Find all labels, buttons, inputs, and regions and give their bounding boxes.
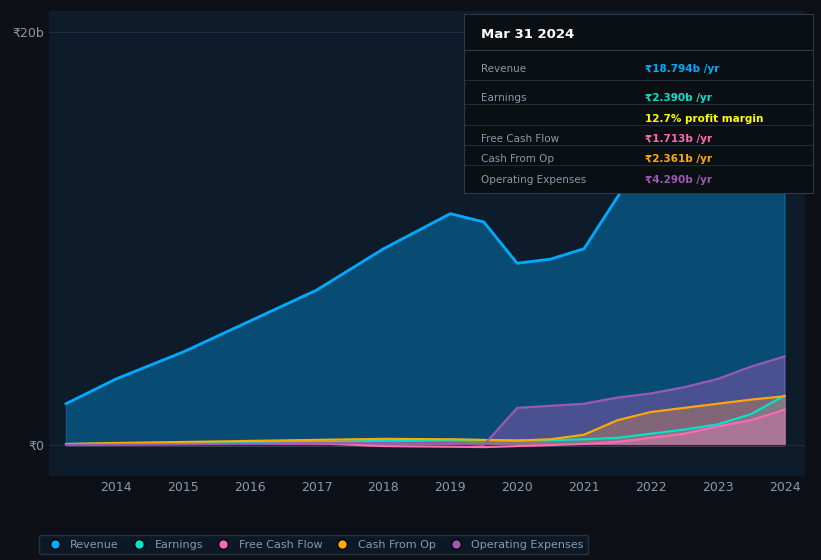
Text: ₹18.794b /yr: ₹18.794b /yr [645, 64, 720, 74]
Text: Mar 31 2024: Mar 31 2024 [481, 29, 575, 41]
Text: Operating Expenses: Operating Expenses [481, 175, 586, 185]
Text: Earnings: Earnings [481, 93, 527, 103]
Text: ₹4.290b /yr: ₹4.290b /yr [645, 175, 713, 185]
Text: Free Cash Flow: Free Cash Flow [481, 134, 559, 144]
Text: Cash From Op: Cash From Op [481, 154, 554, 164]
Text: ₹1.713b /yr: ₹1.713b /yr [645, 134, 713, 144]
Text: 12.7% profit margin: 12.7% profit margin [645, 114, 764, 124]
Text: ₹2.361b /yr: ₹2.361b /yr [645, 154, 713, 164]
Legend: Revenue, Earnings, Free Cash Flow, Cash From Op, Operating Expenses: Revenue, Earnings, Free Cash Flow, Cash … [39, 535, 588, 554]
Text: Revenue: Revenue [481, 64, 526, 74]
Text: ₹2.390b /yr: ₹2.390b /yr [645, 93, 712, 103]
